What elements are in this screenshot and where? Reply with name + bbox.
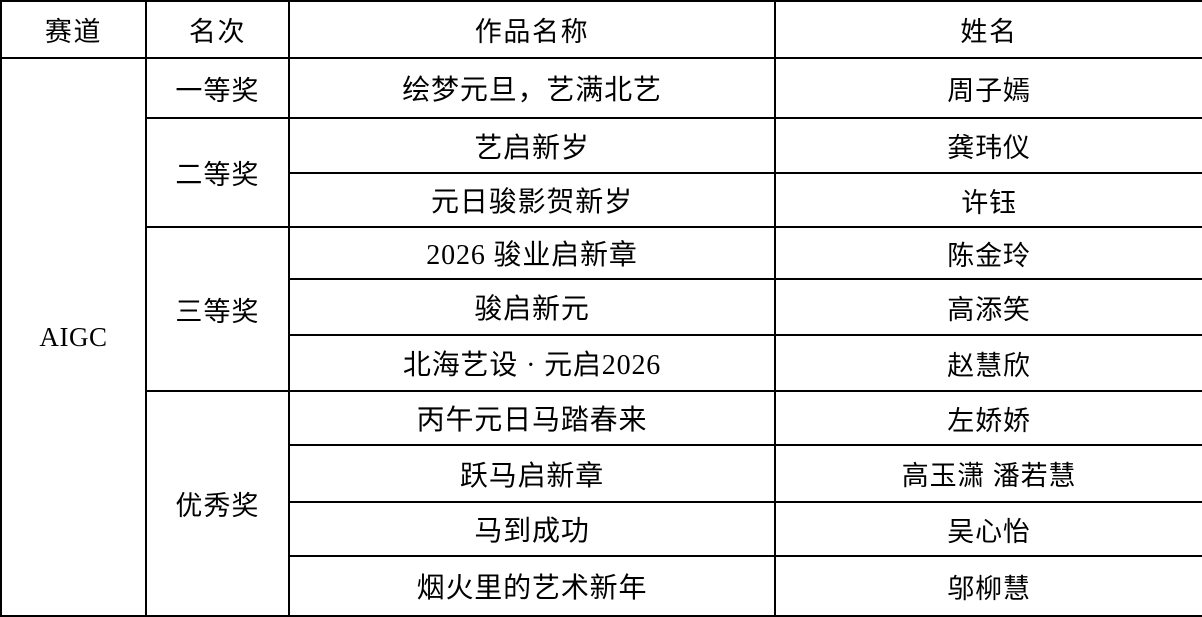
table-row: AIGC 一等奖 绘梦元旦，艺满北艺 周子嫣: [0, 57, 1202, 617]
table-row: 二等奖 艺启新岁 龚玮仪: [1, 117, 1202, 228]
header-work: 作品名称: [288, 0, 776, 59]
cell-winner-name: 邬柳慧: [774, 555, 1202, 617]
cell-work-title: 烟火里的艺术新年: [288, 555, 776, 617]
header-rank: 名次: [145, 0, 290, 59]
cell-winner-name: 左娇娇: [774, 390, 1202, 446]
cell-winner-name: 吴心怡: [774, 501, 1202, 557]
cell-rank-excellent: 优秀奖: [145, 390, 290, 617]
cell-rank-first: 一等奖: [145, 57, 290, 119]
cell-work-title: 绘梦元旦，艺满北艺: [288, 57, 776, 119]
header-name: 姓名: [774, 0, 1202, 59]
cell-work-title: 艺启新岁: [288, 117, 776, 174]
table-row: 马到成功 吴心怡: [1, 501, 1202, 557]
cell-winner-name: 高添笑: [774, 278, 1202, 336]
cell-work-title: 马到成功: [288, 501, 776, 557]
cell-work-title: 北海艺设 · 元启2026: [288, 334, 776, 392]
cell-winner-name: 高玉潇 潘若慧: [774, 444, 1202, 503]
header-track: 赛道: [0, 0, 147, 59]
table-row: 元日骏影贺新岁 许钰: [1, 172, 1202, 228]
table-row: 优秀奖 丙午元日马踏春来 左娇娇: [1, 390, 1202, 617]
cell-winner-name: 陈金玲: [774, 226, 1202, 280]
cell-work-title: 丙午元日马踏春来: [288, 390, 776, 446]
table-row: 北海艺设 · 元启2026 赵慧欣: [1, 334, 1202, 392]
cell-winner-name: 许钰: [774, 172, 1202, 228]
table-row: 跃马启新章 高玉潇 潘若慧: [1, 444, 1202, 503]
cell-work-title: 骏启新元: [288, 278, 776, 336]
cell-rank-second: 二等奖: [145, 117, 290, 228]
cell-winner-name: 周子嫣: [774, 57, 1202, 119]
cell-work-title: 2026 骏业启新章: [288, 226, 776, 280]
table-header-row: 赛道 名次 作品名称 姓名: [0, 0, 1202, 59]
cell-rank-third: 三等奖: [145, 226, 290, 392]
cell-winner-name: 赵慧欣: [774, 334, 1202, 392]
cell-winner-name: 龚玮仪: [774, 117, 1202, 174]
cell-work-title: 元日骏影贺新岁: [288, 172, 776, 228]
table-row: 三等奖 2026 骏业启新章 陈金玲: [1, 226, 1202, 392]
cell-work-title: 跃马启新章: [288, 444, 776, 503]
table-row: 骏启新元 高添笑: [1, 278, 1202, 336]
cell-track-aigc: AIGC: [0, 57, 147, 617]
